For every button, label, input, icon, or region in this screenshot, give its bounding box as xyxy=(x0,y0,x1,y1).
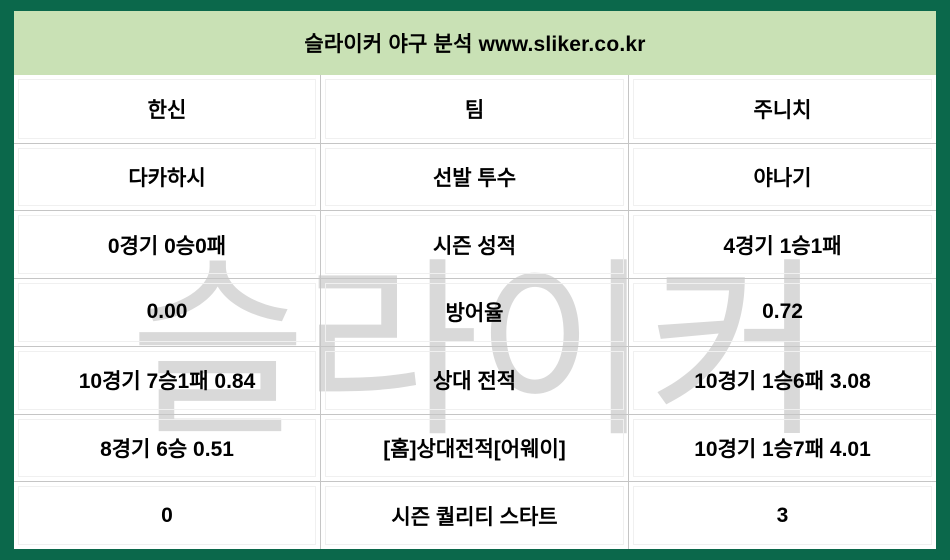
analysis-board: 슬라이커 슬라이커 야구 분석 www.sliker.co.kr 한신 팀 주니치 다… xyxy=(14,11,936,549)
cell-text: 0 xyxy=(161,503,173,527)
cell-text: 야나기 xyxy=(753,167,812,191)
table-cell-stat-label: [홈]상대전적[어웨이] xyxy=(320,413,628,482)
cell-text: 시즌 성적 xyxy=(432,234,517,258)
cell-text: [홈]상대전적[어웨이] xyxy=(383,437,566,461)
cell-text: 8경기 6승 0.51 xyxy=(100,437,234,461)
table-cell-chunichi: 4경기 1승1패 xyxy=(628,210,936,279)
table-cell-chunichi: 10경기 1승6패 3.08 xyxy=(628,345,936,414)
cell-text: 시즌 퀄리티 스타트 xyxy=(391,505,558,529)
table-cell-hanshin: 8경기 6승 0.51 xyxy=(14,413,320,482)
cell-text: 10경기 7승1패 0.84 xyxy=(78,370,256,394)
cell-text: 4경기 1승1패 xyxy=(723,234,842,258)
table-cell-stat-label: 상대 전적 xyxy=(320,345,628,414)
table-cell-hanshin: 다카하시 xyxy=(14,142,320,211)
cell-text: 선발 투수 xyxy=(432,167,517,191)
table-cell-chunichi: 3 xyxy=(628,481,936,549)
cell-text: 0.00 xyxy=(146,300,188,324)
table-cell-stat-label: 시즌 퀄리티 스타트 xyxy=(320,481,628,549)
table-cell-hanshin: 0경기 0승0패 xyxy=(14,210,320,278)
table-cell-chunichi: 10경기 1승7패 4.01 xyxy=(628,413,936,482)
cell-text: 팀 xyxy=(464,98,485,122)
cell-text: 주니치 xyxy=(753,98,812,122)
title-bar: 슬라이커 야구 분석 www.sliker.co.kr xyxy=(14,11,936,75)
cell-text: 0경기 0승0패 xyxy=(107,234,227,258)
cell-text: 10경기 1승7패 4.01 xyxy=(694,437,871,461)
table-cell-stat-label: 팀 xyxy=(320,75,628,143)
table-cell-hanshin: 0.00 xyxy=(14,278,320,346)
cell-text: 방어율 xyxy=(445,302,504,326)
table-cell-hanshin: 10경기 7승1패 0.84 xyxy=(14,345,320,414)
table-cell-chunichi: 주니치 xyxy=(628,75,936,143)
page-title: 슬라이커 야구 분석 www.sliker.co.kr xyxy=(304,33,646,56)
table-cell-stat-label: 방어율 xyxy=(320,278,628,346)
table-cell-chunichi: 야나기 xyxy=(628,142,936,211)
cell-text: 상대 전적 xyxy=(432,370,517,394)
table-cell-hanshin: 0 xyxy=(14,481,320,549)
table-cell-stat-label: 시즌 성적 xyxy=(320,210,628,279)
cell-text: 3 xyxy=(776,503,789,527)
table-cell-stat-label: 선발 투수 xyxy=(320,142,628,211)
table-cell-chunichi: 0.72 xyxy=(628,278,936,346)
cell-text: 다카하시 xyxy=(128,167,206,191)
cell-text: 한신 xyxy=(147,98,187,122)
table-cell-hanshin: 한신 xyxy=(14,75,320,143)
cell-text: 0.72 xyxy=(762,300,803,324)
cell-text: 10경기 1승6패 3.08 xyxy=(694,370,871,394)
